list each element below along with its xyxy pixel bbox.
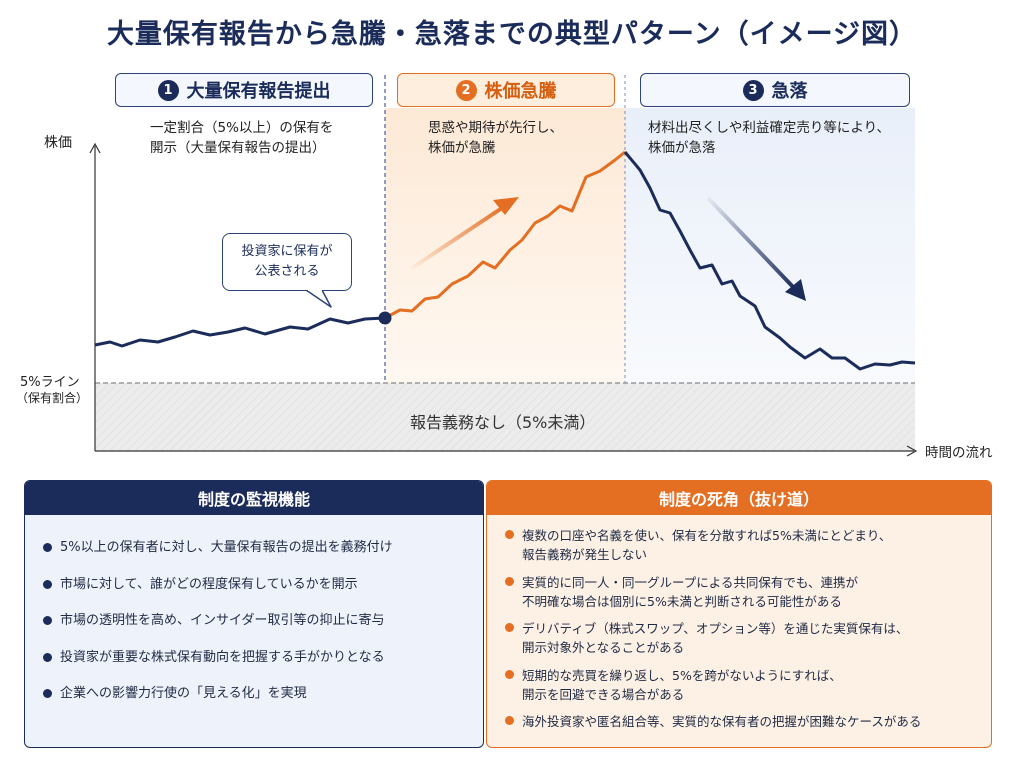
phase-2-label: 株価急騰 bbox=[484, 81, 557, 102]
monitoring-panel: 制度の監視機能 5%以上の保有者に対し、大量保有報告の提出を義務付け 市場に対し… bbox=[24, 480, 484, 748]
monitoring-list: 5%以上の保有者に対し、大量保有報告の提出を義務付け 市場に対して、誰がどの程度… bbox=[25, 515, 483, 703]
phase2-shade bbox=[385, 108, 625, 383]
pattern-chart bbox=[89, 75, 918, 457]
list-item: デリバティブ（株式スワップ、オプション等）を通じた実質保有は、 開示対象外となる… bbox=[505, 619, 991, 657]
phase-1-description: 一定割合（5%以上）の保有を 開示（大量保有報告の提出） bbox=[150, 120, 334, 156]
x-axis-label: 時間の流れ bbox=[925, 445, 993, 461]
page-title: 大量保有報告から急騰・急落までの典型パターン（イメージ図） bbox=[106, 19, 918, 50]
loophole-panel-title: 制度の死角（抜け道） bbox=[487, 481, 991, 515]
list-item: 短期的な売買を繰り返し、5%を跨がないようにすれば、 開示を回避できる場合がある bbox=[505, 666, 991, 704]
list-item: 投資家が重要な株式保有動向を把握する手がかりとなる bbox=[43, 649, 483, 667]
x-axis-arrow bbox=[906, 445, 918, 457]
phase-2-description: 思惑や期待が先行し、 株価が急騰 bbox=[428, 120, 563, 156]
bullet-icon bbox=[505, 669, 514, 679]
below-threshold-area bbox=[95, 383, 915, 451]
bullet-icon bbox=[505, 716, 514, 725]
list-item: 5%以上の保有者に対し、大量保有報告の提出を義務付け bbox=[43, 539, 483, 557]
disclosure-bubble-text: 投資家に保有が 公表される bbox=[241, 244, 333, 279]
y-axis-label: 株価 bbox=[44, 135, 72, 151]
phase3-shade bbox=[625, 108, 915, 383]
y-axis-arrow bbox=[89, 142, 101, 154]
rise-arrow-head bbox=[493, 197, 519, 215]
bullet-icon bbox=[43, 543, 52, 552]
bullet-icon bbox=[505, 530, 514, 539]
phase-1-label: 大量保有報告提出 bbox=[186, 81, 331, 102]
rise-arrow bbox=[410, 204, 507, 270]
list-item: 実質的に同一人・同一グループによる共同保有でも、連携が 不明確な場合は個別に5%… bbox=[505, 573, 991, 611]
bubble-tail-cover bbox=[308, 287, 322, 291]
list-item: 海外投資家や匿名組合等、実質的な保有者の把握が困難なケースがある bbox=[505, 712, 991, 731]
list-item: 複数の口座や名義を使い、保有を分散すれば5%未満にとどまり、 報告義務が発生しな… bbox=[505, 526, 991, 564]
monitoring-panel-title: 制度の監視機能 bbox=[25, 481, 483, 515]
bullet-icon bbox=[43, 652, 52, 662]
bullet-icon bbox=[505, 576, 514, 586]
threshold-label: 5%ライン bbox=[20, 375, 80, 390]
bullet-icon bbox=[43, 689, 52, 698]
phase-2-number: 2 bbox=[455, 79, 477, 101]
phase-3-description: 材料出尽くしや利益確定売り等により、 株価が急落 bbox=[648, 120, 891, 156]
threshold-sublabel: （保有割合） bbox=[16, 391, 89, 405]
disclosure-bubble: 投資家に保有が 公表される bbox=[222, 233, 352, 291]
phase-2-box: 2 株価急騰 bbox=[397, 73, 615, 107]
phase-3-box: 3 急落 bbox=[640, 73, 910, 107]
fall-arrow bbox=[706, 196, 797, 291]
price-line-phase2 bbox=[384, 150, 626, 320]
report-point bbox=[378, 311, 392, 325]
price-line-phase1 bbox=[94, 316, 386, 348]
fall-arrow-head bbox=[785, 279, 806, 301]
phase-3-number: 3 bbox=[742, 79, 764, 101]
list-item: 企業への影響力行使の「見える化」を実現 bbox=[43, 685, 483, 703]
loophole-list: 複数の口座や名義を使い、保有を分散すれば5%未満にとどまり、 報告義務が発生しな… bbox=[487, 515, 991, 731]
list-item: 市場の透明性を高め、インサイダー取引等の抑止に寄与 bbox=[43, 612, 483, 630]
phase-3-label: 急落 bbox=[771, 81, 808, 102]
bubble-tail bbox=[305, 289, 332, 308]
price-line-phase3 bbox=[623, 151, 916, 371]
loophole-panel: 制度の死角（抜け道） 複数の口座や名義を使い、保有を分散すれば5%未満にとどまり… bbox=[486, 480, 992, 748]
below-threshold-label: 報告義務なし（5%未満） bbox=[410, 413, 596, 432]
phase-1-number: 1 bbox=[157, 79, 179, 101]
list-item: 市場に対して、誰がどの程度保有しているかを開示 bbox=[43, 576, 483, 594]
bullet-icon bbox=[43, 616, 52, 625]
phase-1-box: 1 大量保有報告提出 bbox=[115, 73, 373, 107]
bullet-icon bbox=[43, 579, 52, 589]
bullet-icon bbox=[505, 623, 514, 632]
